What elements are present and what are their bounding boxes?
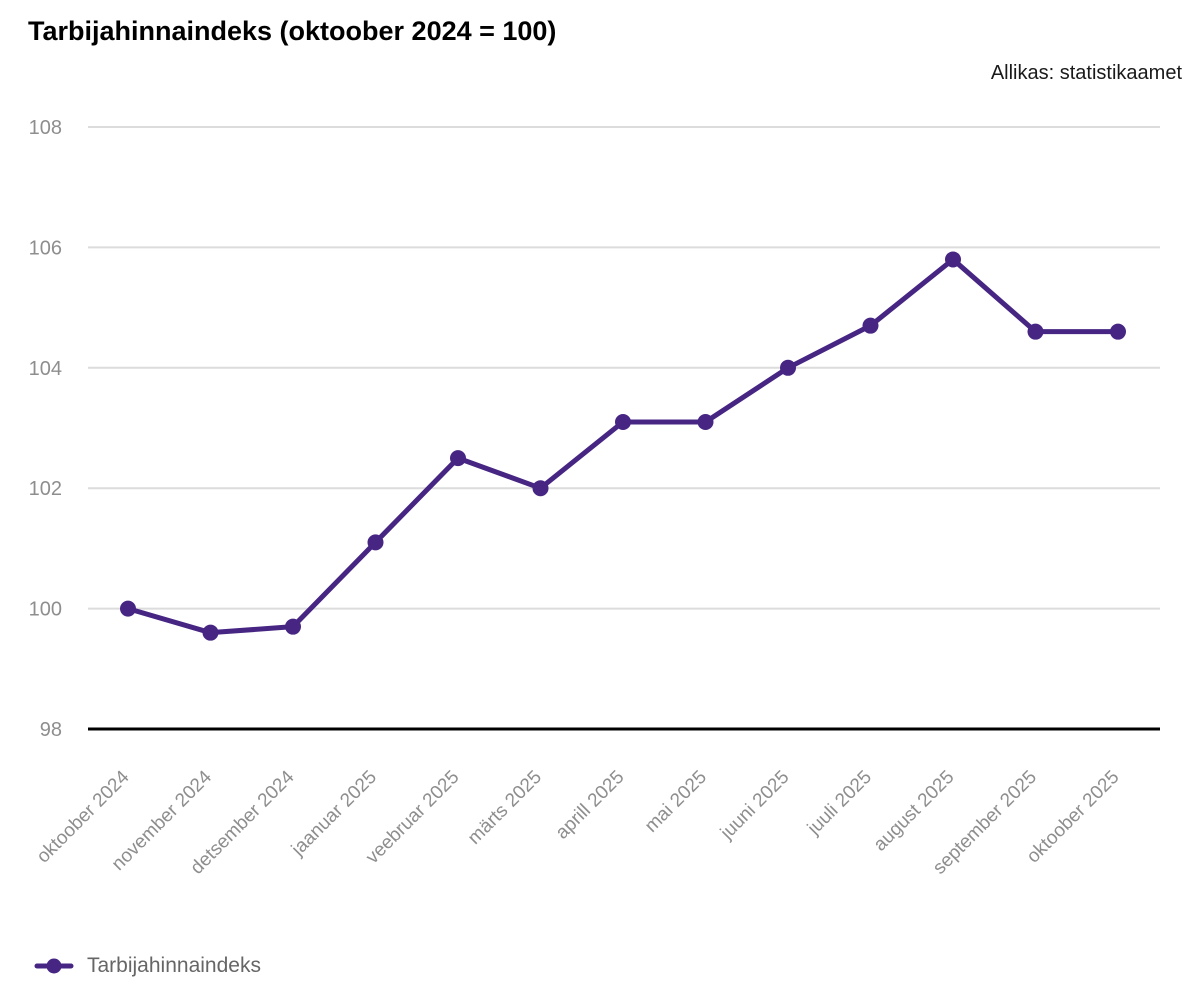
y-tick-label: 106 <box>29 237 62 259</box>
x-tick-label: jaanuar 2025 <box>287 767 381 861</box>
y-tick-label: 102 <box>29 478 62 500</box>
x-tick-label: august 2025 <box>870 767 959 856</box>
data-point <box>615 413 631 430</box>
data-point <box>780 359 796 376</box>
data-point <box>285 618 301 635</box>
x-tick-label: aprill 2025 <box>552 767 629 844</box>
y-tick-label: 100 <box>29 599 62 621</box>
data-point <box>1110 323 1126 340</box>
y-tick-label: 98 <box>40 719 62 741</box>
x-tick-label: mai 2025 <box>641 767 711 837</box>
data-point <box>202 624 219 641</box>
data-point <box>367 534 384 551</box>
series-line <box>125 256 1121 636</box>
data-point <box>945 251 961 268</box>
legend-dot <box>46 958 62 974</box>
data-point <box>120 600 136 617</box>
data-point <box>532 480 549 497</box>
x-tick-label: juuni 2025 <box>716 767 794 845</box>
legend-item[interactable]: Tarbijahinnaindeks <box>34 954 261 978</box>
source-label: Allikas: statistikaamet <box>990 62 1182 84</box>
legend-marker-icon <box>34 958 74 974</box>
chart-title: Tarbijahinnaindeks (oktoober 2024 = 100) <box>28 16 557 46</box>
y-tick-label: 104 <box>29 358 62 380</box>
y-tick-label: 108 <box>29 117 62 139</box>
data-point <box>1027 323 1044 340</box>
data-point <box>450 450 466 467</box>
x-tick-label: juuli 2025 <box>803 767 876 840</box>
data-point <box>697 413 714 430</box>
data-point <box>862 317 879 334</box>
x-tick-label: märts 2025 <box>464 767 546 849</box>
legend-label: Tarbijahinnaindeks <box>87 954 261 977</box>
